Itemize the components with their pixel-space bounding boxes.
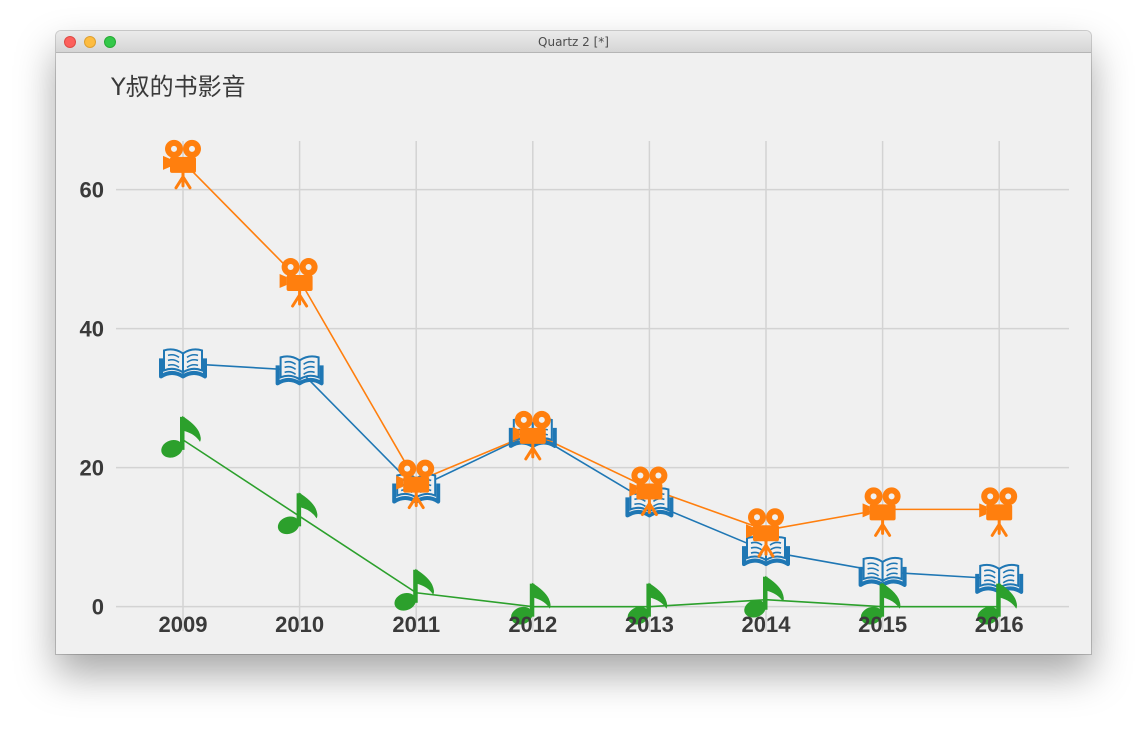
music-note-icon (161, 415, 201, 458)
minimize-button[interactable] (84, 36, 96, 48)
maximize-button[interactable] (104, 36, 116, 48)
movie-camera-icon (629, 466, 668, 517)
movie-camera-icon (163, 139, 201, 190)
book-icon (159, 348, 207, 379)
music-note-icon (277, 492, 318, 535)
window-title: Quartz 2 [*] (538, 35, 609, 49)
series-markers-movie-camera (163, 139, 1018, 558)
x-axis-ticks: 2009 2010 2011 2012 2013 2014 2015 2016 (159, 612, 1024, 637)
x-tick-label: 2015 (858, 612, 907, 637)
series-line (182, 439, 1000, 608)
movie-camera-icon (746, 508, 784, 558)
close-button[interactable] (64, 36, 76, 48)
movie-camera-icon (279, 258, 318, 308)
x-tick-label: 2010 (275, 612, 324, 637)
chart-grid (116, 141, 1069, 631)
music-note-icon (860, 582, 901, 625)
chart-title: Y叔的书影音 (110, 73, 246, 101)
music-note-icon (977, 582, 1017, 625)
series-markers (159, 139, 1024, 625)
music-note-icon (627, 582, 668, 625)
series-markers-music-note (161, 415, 1017, 625)
series-line (182, 362, 1000, 580)
y-tick-label: 40 (80, 317, 104, 342)
x-tick-label: 2011 (392, 612, 440, 637)
y-tick-label: 0 (92, 595, 104, 620)
movie-camera-icon (396, 459, 435, 510)
series-line (182, 161, 1000, 532)
book-icon (858, 556, 907, 587)
music-note-icon (394, 568, 434, 611)
series-markers-book (159, 348, 1024, 594)
book-icon (275, 355, 324, 386)
movie-camera-icon (979, 487, 1018, 537)
y-axis-ticks: 0 20 40 60 (80, 178, 104, 620)
x-tick-label: 2013 (625, 612, 674, 637)
movie-camera-icon (862, 487, 901, 537)
x-tick-label: 2014 (742, 612, 792, 637)
y-tick-label: 60 (80, 178, 104, 203)
y-tick-label: 20 (80, 456, 104, 481)
window-titlebar: Quartz 2 [*] (56, 31, 1091, 53)
x-tick-label: 2012 (508, 612, 557, 637)
music-note-icon (744, 575, 784, 618)
x-tick-label: 2009 (159, 612, 208, 637)
x-tick-label: 2016 (975, 612, 1024, 637)
series-lines (182, 161, 1000, 608)
music-note-icon (511, 582, 551, 625)
movie-camera-icon (512, 410, 551, 461)
app-window: Quartz 2 [*] Y叔的书影音 0 20 40 60 2009 2010 2011… (56, 31, 1091, 654)
